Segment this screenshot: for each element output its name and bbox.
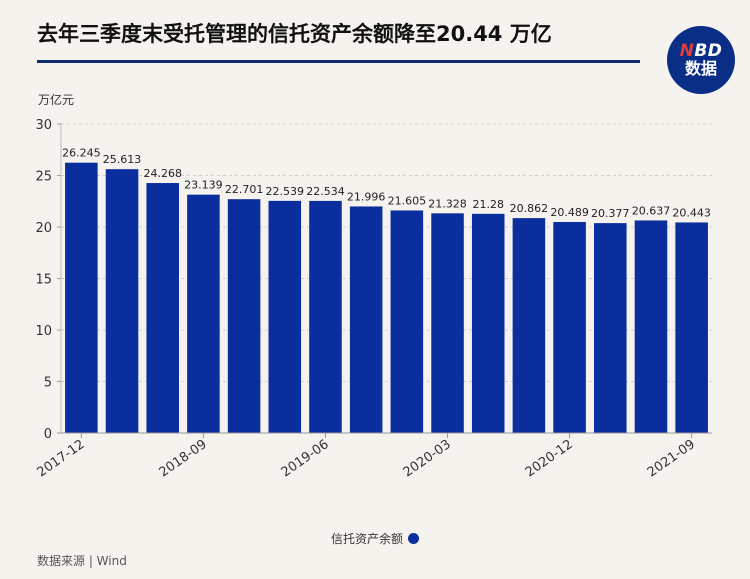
bar bbox=[675, 222, 708, 433]
x-tick-label: 2017-12 bbox=[35, 437, 88, 480]
bar bbox=[309, 200, 342, 433]
x-tick-label: 2020-03 bbox=[401, 437, 454, 480]
bar bbox=[349, 206, 383, 433]
y-tick-label: 25 bbox=[35, 170, 52, 185]
bar bbox=[390, 210, 424, 433]
bar-value-label: 20.489 bbox=[550, 206, 589, 219]
bar bbox=[105, 169, 139, 433]
logo-bottom-text: 数据 bbox=[684, 58, 717, 78]
y-tick-label: 5 bbox=[44, 376, 52, 391]
bar-value-label: 21.996 bbox=[347, 190, 386, 203]
bar-value-label: 20.637 bbox=[632, 204, 671, 217]
bar bbox=[268, 200, 302, 433]
legend: 信托资产余额 bbox=[0, 530, 750, 547]
nbd-logo: NBD 数据 bbox=[667, 26, 735, 94]
x-axis-ticks: 2017-12 2018-09 2019-06 2020-03 2020-12 2021-… bbox=[35, 433, 698, 480]
bar bbox=[146, 183, 179, 433]
x-tick-label: 2018-09 bbox=[157, 437, 210, 480]
bar-value-label: 21.28 bbox=[472, 198, 504, 211]
bar bbox=[634, 220, 668, 433]
y-tick-label: 30 bbox=[35, 118, 52, 133]
x-tick-label: 2021-09 bbox=[645, 437, 698, 480]
bar-value-label: 20.377 bbox=[591, 207, 630, 220]
x-tick-label: 2019-06 bbox=[279, 437, 332, 480]
bars bbox=[65, 162, 708, 433]
source-note: 数据来源 | Wind bbox=[37, 554, 127, 568]
bar-value-label: 21.328 bbox=[428, 197, 467, 210]
y-axis-unit-label: 万亿元 bbox=[38, 92, 74, 107]
bar bbox=[227, 199, 261, 433]
bar-value-label: 24.268 bbox=[143, 167, 182, 180]
bar bbox=[471, 213, 505, 433]
y-tick-label: 0 bbox=[44, 427, 52, 442]
y-tick-label: 10 bbox=[35, 324, 52, 339]
bar bbox=[512, 218, 546, 433]
bar-value-label: 23.139 bbox=[184, 179, 223, 192]
bar-value-label: 25.613 bbox=[103, 153, 142, 166]
bar bbox=[187, 194, 220, 433]
legend-dot bbox=[408, 533, 419, 544]
bar-value-label: 22.539 bbox=[266, 185, 305, 198]
title-underline bbox=[37, 60, 640, 63]
x-tick-label: 2020-12 bbox=[523, 437, 576, 480]
logo-top-text: NBD bbox=[679, 40, 723, 61]
bar-chart: 万亿元 0 5 10 15 20 25 30 26.24525.61324.26823.13… bbox=[35, 92, 712, 480]
legend-label: 信托资产余额 bbox=[330, 532, 403, 546]
bar-value-label: 22.701 bbox=[225, 183, 264, 196]
y-axis-ticks: 0 5 10 15 20 25 30 bbox=[35, 118, 61, 442]
bar-value-label: 20.862 bbox=[510, 202, 549, 215]
bar bbox=[65, 162, 98, 433]
bar-value-label: 22.534 bbox=[306, 185, 345, 198]
bar-value-label: 26.245 bbox=[62, 147, 101, 160]
y-tick-label: 20 bbox=[35, 221, 52, 236]
bar bbox=[553, 221, 586, 433]
page-title: 去年三季度末受托管理的信托资产余额降至20.44 万亿 bbox=[37, 22, 552, 46]
bar-value-label: 21.605 bbox=[388, 194, 427, 207]
bar bbox=[431, 213, 464, 433]
y-tick-label: 15 bbox=[35, 273, 52, 288]
bar-value-label: 20.443 bbox=[672, 206, 711, 219]
bar bbox=[594, 223, 627, 433]
